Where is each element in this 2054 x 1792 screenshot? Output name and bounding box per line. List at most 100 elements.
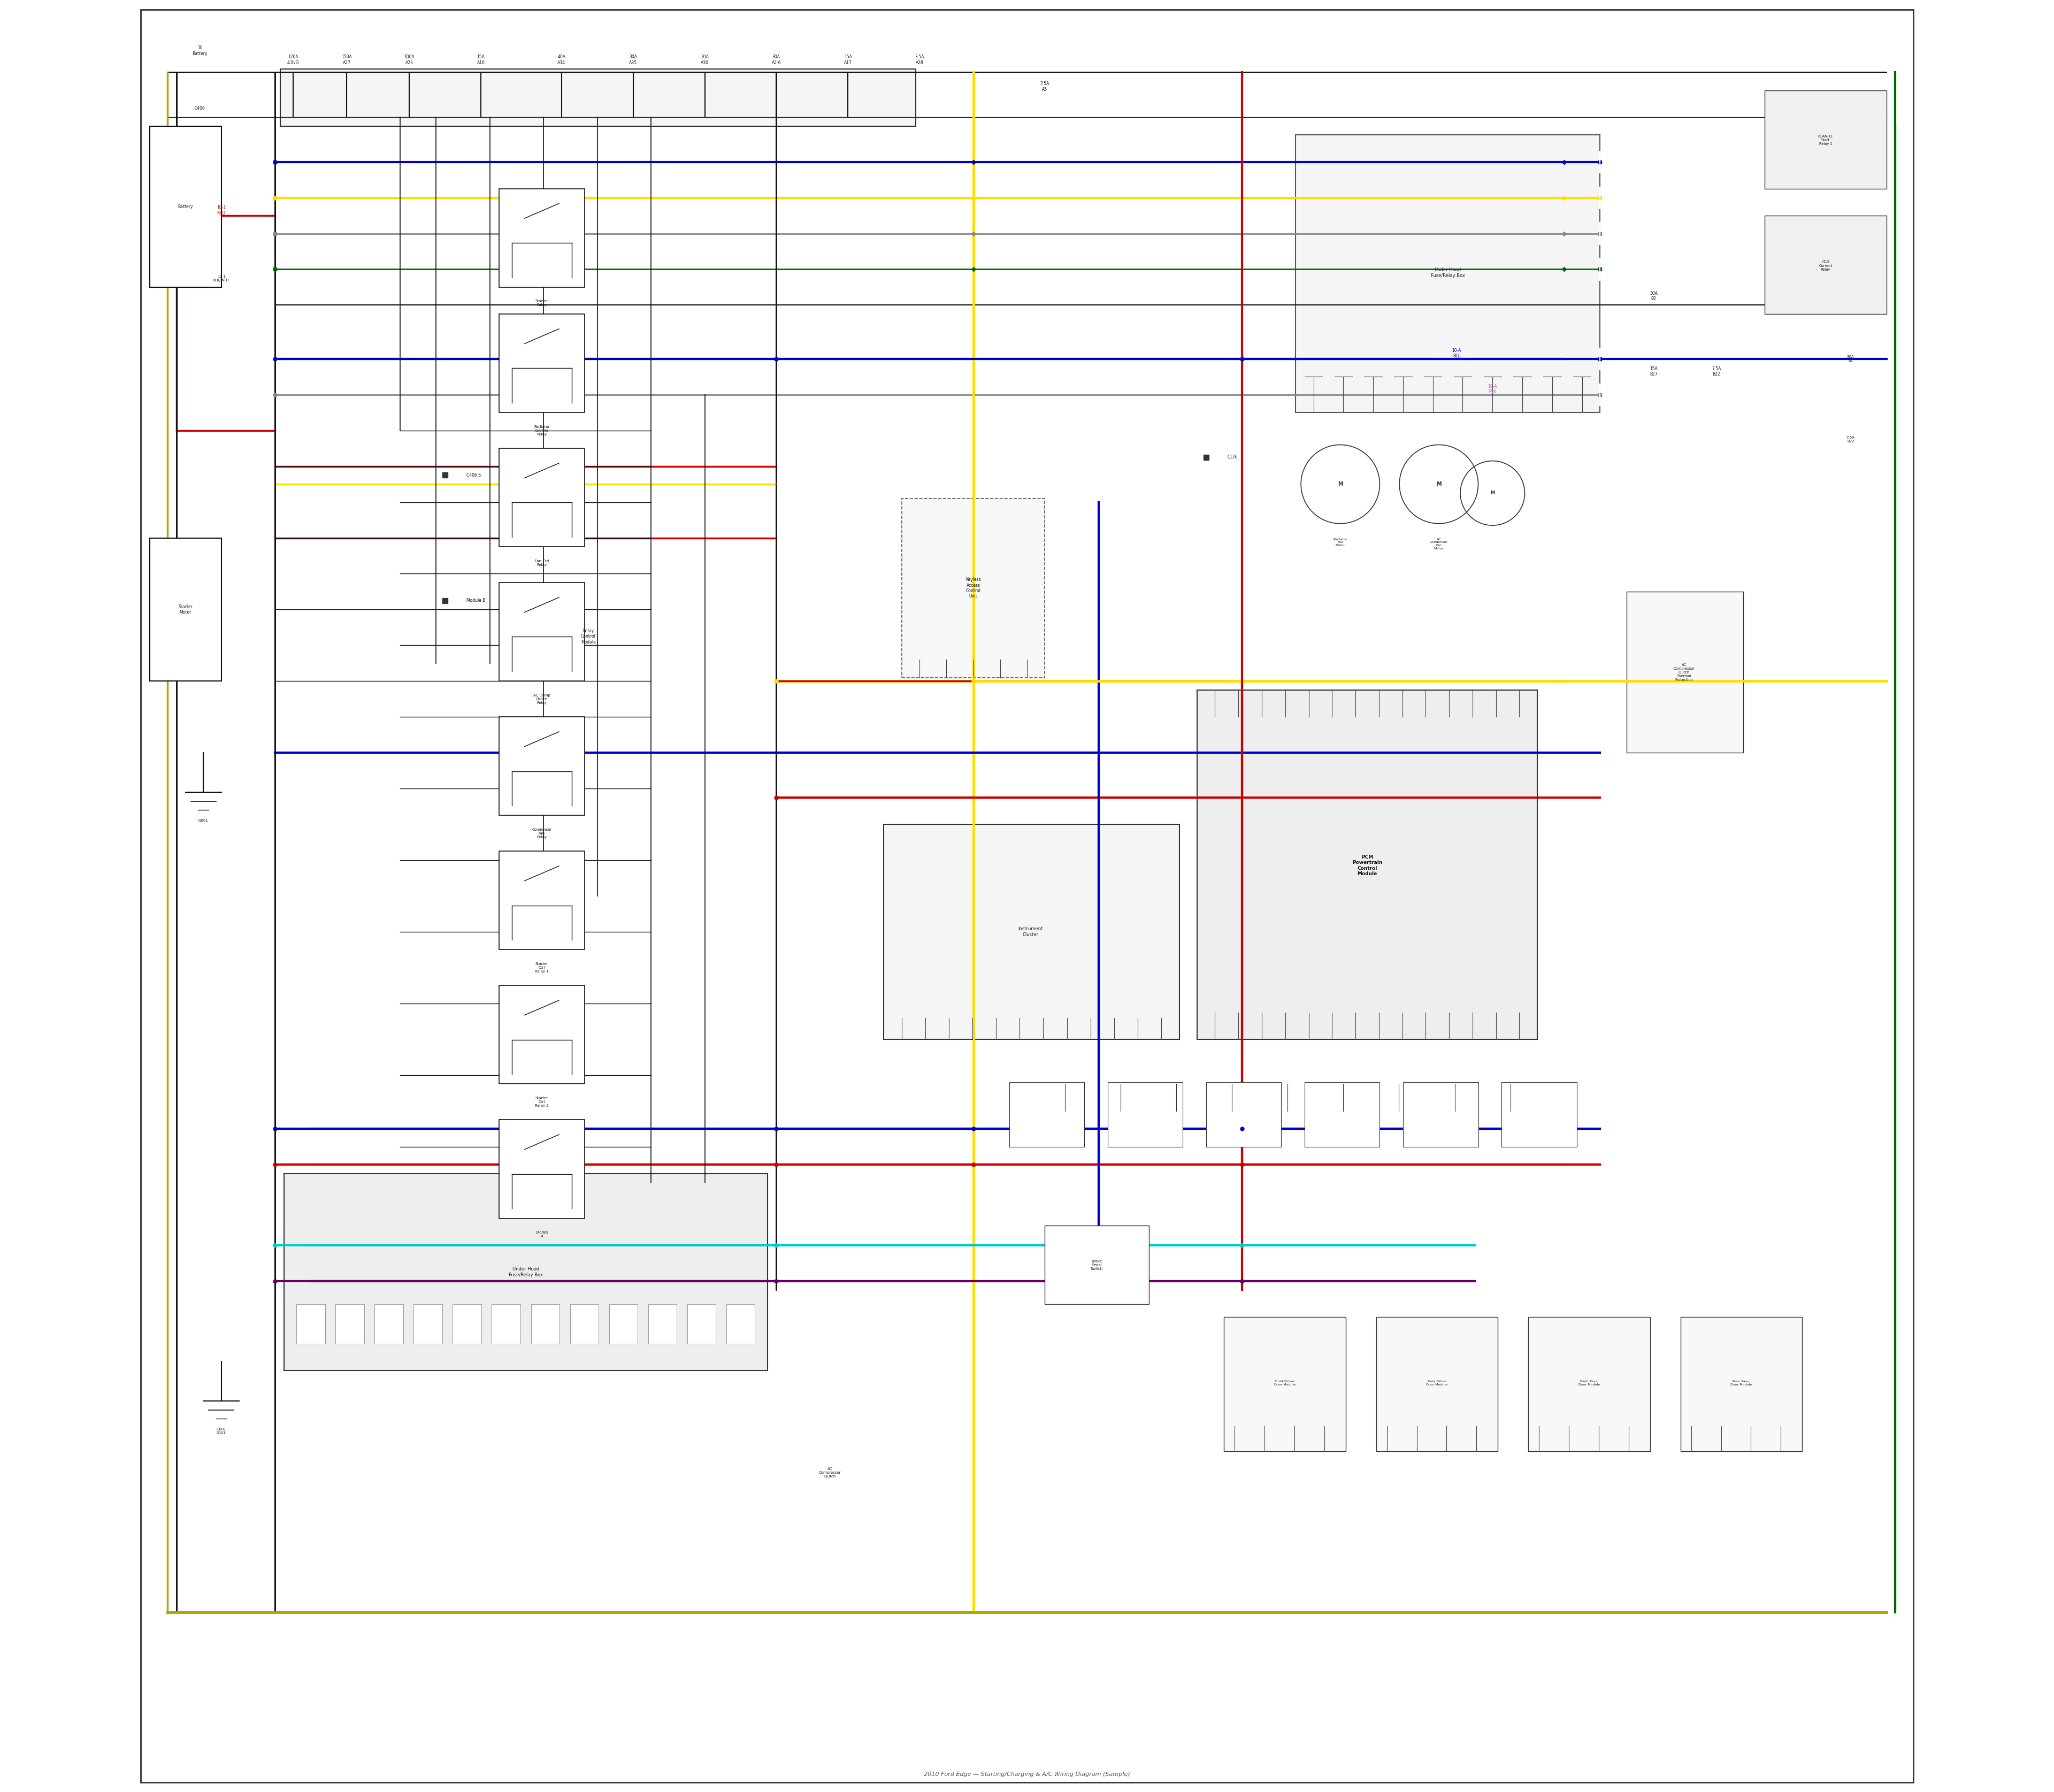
Text: M: M bbox=[1491, 491, 1495, 496]
Bar bbox=[499, 986, 585, 1084]
Text: 10-1
BLK/WHT: 10-1 BLK/WHT bbox=[214, 274, 230, 281]
Bar bbox=[902, 498, 1045, 677]
Text: M: M bbox=[1337, 482, 1343, 487]
Bar bbox=[281, 68, 916, 125]
Bar bbox=[883, 824, 1179, 1039]
Text: 10-1
RED: 10-1 RED bbox=[218, 204, 226, 215]
Bar bbox=[1680, 1317, 1801, 1452]
Text: 15A
B27: 15A B27 bbox=[1649, 366, 1658, 376]
Bar bbox=[1304, 1082, 1380, 1147]
Text: 150A
A27: 150A A27 bbox=[341, 54, 351, 65]
Text: 7.5A
A5: 7.5A A5 bbox=[1039, 81, 1050, 91]
Text: Radiator
Fan
Motor: Radiator Fan Motor bbox=[1333, 538, 1347, 547]
Text: C406: C406 bbox=[195, 106, 205, 111]
Text: Starter
Relay: Starter Relay bbox=[536, 299, 548, 306]
Text: Module B: Module B bbox=[466, 599, 485, 602]
Text: Fan Ctrl
Relay: Fan Ctrl Relay bbox=[534, 559, 548, 566]
Bar bbox=[335, 1305, 364, 1344]
Text: 7.5A
B22: 7.5A B22 bbox=[1847, 435, 1855, 443]
Text: Under-Hood
Fuse/Relay Box: Under-Hood Fuse/Relay Box bbox=[1432, 267, 1465, 278]
Bar bbox=[530, 1305, 559, 1344]
Bar bbox=[1627, 591, 1744, 753]
Bar bbox=[1197, 690, 1536, 1039]
Bar bbox=[1376, 1317, 1497, 1452]
Text: 30A
A35: 30A A35 bbox=[629, 54, 637, 65]
Bar bbox=[649, 1305, 676, 1344]
Bar bbox=[1206, 1082, 1282, 1147]
Bar bbox=[452, 1305, 481, 1344]
Text: 100A
A23: 100A A23 bbox=[405, 54, 415, 65]
Bar bbox=[296, 1305, 325, 1344]
Bar bbox=[1107, 1082, 1183, 1147]
Text: AC
Compressor
Clutch: AC Compressor Clutch bbox=[820, 1468, 842, 1478]
Text: 30A
B2: 30A B2 bbox=[1649, 290, 1658, 301]
Text: G001: G001 bbox=[199, 819, 207, 823]
Text: 7.5A
B22: 7.5A B22 bbox=[1711, 366, 1721, 376]
Text: Instrument
Cluster: Instrument Cluster bbox=[1019, 926, 1043, 937]
Text: C126: C126 bbox=[1228, 455, 1239, 461]
Text: 30A
B2: 30A B2 bbox=[1847, 355, 1855, 362]
Bar bbox=[569, 1305, 598, 1344]
Text: AC Comp
Clutch
Relay: AC Comp Clutch Relay bbox=[534, 694, 550, 704]
Text: Front Pass.
Door Module: Front Pass. Door Module bbox=[1577, 1380, 1600, 1385]
Text: PCM
Powertrain
Control
Module: PCM Powertrain Control Module bbox=[1352, 855, 1382, 876]
Text: Rear Driver
Door Module: Rear Driver Door Module bbox=[1425, 1380, 1448, 1385]
Text: 15A
A16: 15A A16 bbox=[477, 54, 485, 65]
Bar bbox=[1764, 215, 1886, 314]
Text: Condenser
Fan
Relay: Condenser Fan Relay bbox=[532, 828, 553, 839]
Bar bbox=[727, 1305, 756, 1344]
Bar bbox=[499, 1120, 585, 1219]
Text: AC
Condenser
Fan
Motor: AC Condenser Fan Motor bbox=[1430, 538, 1448, 550]
Text: 10-A
PNK: 10-A PNK bbox=[1487, 383, 1497, 394]
Bar bbox=[688, 1305, 715, 1344]
Bar bbox=[1045, 1226, 1148, 1305]
Text: 10
Battery: 10 Battery bbox=[193, 45, 207, 56]
Bar bbox=[150, 125, 222, 287]
Text: M: M bbox=[1436, 482, 1442, 487]
Text: Brake
Pedal
Switch: Brake Pedal Switch bbox=[1091, 1260, 1103, 1271]
Text: Under Hood
Fuse/Relay Box: Under Hood Fuse/Relay Box bbox=[509, 1267, 542, 1278]
Bar bbox=[1296, 134, 1600, 412]
Bar bbox=[1403, 1082, 1479, 1147]
Text: Starter
Ctrl
Relay 1: Starter Ctrl Relay 1 bbox=[534, 962, 548, 973]
Text: Keyless
Access
Control
Unit: Keyless Access Control Unit bbox=[965, 577, 982, 599]
Text: 2010 Ford Edge — Starting/Charging & A/C Wiring Diagram (Sample): 2010 Ford Edge — Starting/Charging & A/C… bbox=[924, 1772, 1130, 1778]
Bar bbox=[499, 448, 585, 547]
Bar bbox=[499, 851, 585, 950]
Bar bbox=[610, 1305, 637, 1344]
Bar bbox=[499, 314, 585, 412]
Text: 120A
4.0vG: 120A 4.0vG bbox=[288, 54, 300, 65]
Text: Battery: Battery bbox=[179, 204, 193, 210]
Text: 3.5A
A28: 3.5A A28 bbox=[914, 54, 924, 65]
Text: Diodes
4: Diodes 4 bbox=[536, 1231, 548, 1238]
Bar bbox=[1764, 90, 1886, 188]
Bar bbox=[150, 538, 222, 681]
Bar bbox=[1009, 1082, 1085, 1147]
Bar bbox=[1224, 1317, 1345, 1452]
Text: Radiator
Cooling
Relay: Radiator Cooling Relay bbox=[534, 425, 550, 435]
Text: 30A
A2-6: 30A A2-6 bbox=[772, 54, 781, 65]
Text: PCAN-11
Start
Relay 1: PCAN-11 Start Relay 1 bbox=[1818, 134, 1832, 145]
Text: 15A
A17: 15A A17 bbox=[844, 54, 852, 65]
Bar bbox=[374, 1305, 403, 1344]
Bar bbox=[1501, 1082, 1577, 1147]
Text: GT-5
Current
Relay: GT-5 Current Relay bbox=[1820, 260, 1832, 271]
Text: Front Driver
Door Module: Front Driver Door Module bbox=[1273, 1380, 1296, 1385]
Bar bbox=[499, 717, 585, 815]
Text: 20A
A30: 20A A30 bbox=[700, 54, 709, 65]
Text: Relay
Control
Module: Relay Control Module bbox=[581, 629, 596, 645]
Bar bbox=[491, 1305, 520, 1344]
Text: 10-A
BLU: 10-A BLU bbox=[1452, 348, 1460, 358]
Bar bbox=[1528, 1317, 1649, 1452]
Text: Starter
Ctrl
Relay 2: Starter Ctrl Relay 2 bbox=[534, 1097, 548, 1107]
Bar bbox=[283, 1174, 768, 1371]
Bar bbox=[499, 188, 585, 287]
Text: G001
S001: G001 S001 bbox=[216, 1428, 226, 1435]
Text: Rear Pass.
Door Module: Rear Pass. Door Module bbox=[1732, 1380, 1752, 1385]
Text: C406 S: C406 S bbox=[466, 473, 481, 478]
Text: Starter
Motor: Starter Motor bbox=[179, 604, 193, 615]
Text: AC
Compressor
Clutch
Thermal
Protection: AC Compressor Clutch Thermal Protection bbox=[1674, 663, 1695, 681]
Bar bbox=[499, 582, 585, 681]
Bar bbox=[413, 1305, 442, 1344]
Text: 40A
A34: 40A A34 bbox=[557, 54, 565, 65]
